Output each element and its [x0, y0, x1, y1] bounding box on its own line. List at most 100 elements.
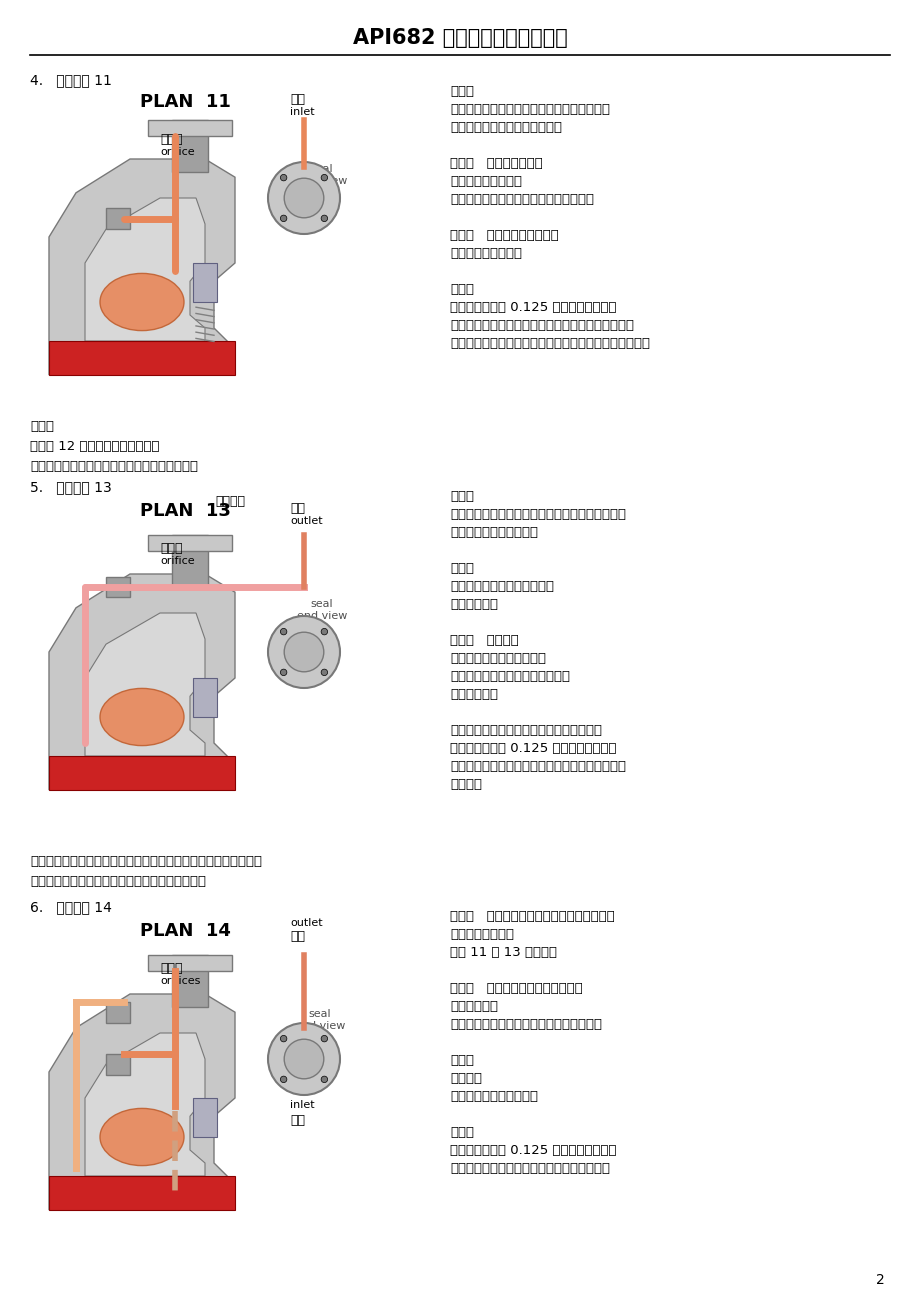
- FancyBboxPatch shape: [172, 120, 208, 172]
- Text: 密封腔除热，: 密封腔除热，: [449, 1000, 497, 1013]
- Ellipse shape: [100, 689, 184, 746]
- Text: 管接头: 管接头: [160, 962, 182, 975]
- FancyBboxPatch shape: [193, 1098, 217, 1137]
- Text: 违反单端面机械密封冲洗方案。: 违反单端面机械密封冲洗方案。: [449, 121, 562, 134]
- Circle shape: [280, 629, 287, 635]
- FancyBboxPatch shape: [106, 1053, 130, 1074]
- Text: API682 标准机械密封冲洗方案: API682 标准机械密封冲洗方案: [352, 29, 567, 48]
- Circle shape: [280, 669, 287, 676]
- Circle shape: [321, 215, 327, 221]
- Ellipse shape: [100, 273, 184, 331]
- Text: 立式泵，: 立式泵，: [449, 1072, 482, 1085]
- Text: orifices: orifices: [160, 976, 200, 986]
- FancyBboxPatch shape: [148, 120, 232, 135]
- Circle shape: [267, 1023, 340, 1095]
- Circle shape: [284, 178, 323, 217]
- Text: 出口: 出口: [289, 930, 305, 943]
- Text: 管路在 12 点的位置冲洗机封面，: 管路在 12 点的位置冲洗机封面，: [30, 440, 159, 453]
- Text: 增加密封腔的压力和流体汽化的临界空间。: 增加密封腔的压力和流体汽化的临界空间。: [449, 1018, 601, 1031]
- Text: 进口: 进口: [289, 92, 305, 105]
- Text: 方案：: 方案：: [449, 85, 473, 98]
- Circle shape: [280, 215, 287, 221]
- FancyBboxPatch shape: [172, 954, 208, 1006]
- Circle shape: [280, 1077, 287, 1082]
- FancyBboxPatch shape: [106, 577, 130, 598]
- Text: 板尺寸，: 板尺寸，: [449, 779, 482, 792]
- Text: 原因：: 原因：: [449, 562, 473, 575]
- Circle shape: [321, 669, 327, 676]
- Circle shape: [321, 174, 327, 181]
- Text: orifice: orifice: [160, 556, 195, 566]
- Text: 密封腔除热。: 密封腔除热。: [449, 598, 497, 611]
- Text: 清洁、非聚合流体。: 清洁、非聚合流体。: [449, 247, 521, 260]
- Text: 出口: 出口: [289, 503, 305, 516]
- Text: 场合：: 场合：: [449, 1055, 473, 1068]
- Text: 使用孔径最小为 0.125 英寸的限流孔板，: 使用孔径最小为 0.125 英寸的限流孔板，: [449, 301, 616, 314]
- Text: 维护：启动立式泵之前，弯好排气口管路，: 维护：启动立式泵之前，弯好排气口管路，: [449, 724, 601, 737]
- Text: 典型故障，限流孔板堵塞，检查管子末端的温度。: 典型故障，限流孔板堵塞，检查管子末端的温度。: [30, 875, 206, 888]
- Text: 通过合适的限流孔板和喉部衬套尺寸来确定增加沸点临界: 通过合适的限流孔板和喉部衬套尺寸来确定增加沸点临界: [449, 337, 650, 350]
- Text: 卧式密封腔的排气，: 卧式密封腔的排气，: [449, 174, 521, 187]
- Text: seal
end view: seal end view: [297, 164, 346, 186]
- Polygon shape: [49, 341, 234, 375]
- Polygon shape: [85, 198, 205, 341]
- Text: 原因：   密封腔的冷却，: 原因： 密封腔的冷却，: [449, 158, 542, 171]
- Polygon shape: [49, 1176, 234, 1210]
- Text: 方案 11 和 13 的结合。: 方案 11 和 13 的结合。: [449, 947, 556, 960]
- Circle shape: [321, 629, 327, 635]
- Text: outlet: outlet: [289, 918, 323, 928]
- Text: 4.   冲洗方案 11: 4. 冲洗方案 11: [30, 73, 112, 87]
- Text: outlet: outlet: [289, 516, 323, 526]
- Text: 增加密封腔的压力和流体汽化临界空间。: 增加密封腔的压力和流体汽化临界空间。: [449, 193, 594, 206]
- Circle shape: [284, 1039, 323, 1079]
- Text: 计算流量以确定使机封腔流量足够的限流孔板尺寸，: 计算流量以确定使机封腔流量足够的限流孔板尺寸，: [449, 319, 633, 332]
- FancyBboxPatch shape: [193, 678, 217, 717]
- Text: 流孔板的泵进口，: 流孔板的泵进口，: [449, 928, 514, 941]
- Ellipse shape: [100, 1108, 184, 1165]
- Circle shape: [280, 1035, 287, 1042]
- Circle shape: [321, 1035, 327, 1042]
- Polygon shape: [49, 159, 234, 375]
- Circle shape: [284, 633, 323, 672]
- Text: 密封腔压力大于进口压力，: 密封腔压力大于进口压力，: [449, 652, 545, 665]
- Text: inlet: inlet: [289, 107, 314, 117]
- Text: PLAN  14: PLAN 14: [140, 922, 231, 940]
- FancyBboxPatch shape: [106, 1001, 130, 1022]
- Text: 方案：   从泵的出口冲洗机封，再循环到带限: 方案： 从泵的出口冲洗机封，再循环到带限: [449, 910, 614, 923]
- FancyBboxPatch shape: [106, 208, 130, 229]
- Circle shape: [267, 161, 340, 234]
- Polygon shape: [85, 613, 205, 756]
- Text: 场合：   通常用于清洁流体，: 场合： 通常用于清洁流体，: [449, 229, 558, 242]
- Text: seal
end view: seal end view: [294, 1009, 345, 1031]
- Text: 原因：   立式泵机封腔的连续排气，: 原因： 立式泵机封腔的连续排气，: [449, 982, 582, 995]
- Text: inlet: inlet: [289, 1100, 314, 1111]
- Text: 使用口径最小为 0.125 英寸的限流孔板，: 使用口径最小为 0.125 英寸的限流孔板，: [449, 1144, 616, 1157]
- Text: 2: 2: [875, 1273, 883, 1286]
- Text: 场合：   立式泵，: 场合： 立式泵，: [449, 634, 518, 647]
- Text: 计算流量，以确定使机械密封腔流量充足的限: 计算流量，以确定使机械密封腔流量充足的限: [449, 1161, 609, 1174]
- Text: 6.   冲洗方案 14: 6. 冲洗方案 14: [30, 900, 112, 914]
- Text: PLAN  13: PLAN 13: [140, 503, 231, 519]
- Text: 从密封腔，通过限流孔板到泵的进口的二次循环，: 从密封腔，通过限流孔板到泵的进口的二次循环，: [449, 508, 625, 521]
- Text: 常温、清洁非聚合流体。: 常温、清洁非聚合流体。: [449, 1090, 538, 1103]
- Circle shape: [321, 1077, 327, 1082]
- Circle shape: [267, 616, 340, 687]
- Text: 方案：: 方案：: [449, 490, 473, 503]
- Text: 典型故障，限流孔板堵塞，检查管子末端温度。: 典型故障，限流孔板堵塞，检查管子末端温度。: [30, 460, 198, 473]
- Text: 非聚合流体。: 非聚合流体。: [449, 687, 497, 700]
- Polygon shape: [49, 574, 234, 790]
- Text: orifice: orifice: [160, 147, 195, 158]
- Text: 管接头: 管接头: [160, 133, 182, 146]
- Text: seal
end view: seal end view: [297, 599, 346, 621]
- Text: 使用口径最小为 0.125 英寸的限流孔板，: 使用口径最小为 0.125 英寸的限流孔板，: [449, 742, 616, 755]
- FancyBboxPatch shape: [193, 263, 217, 302]
- Polygon shape: [49, 756, 234, 790]
- Text: 机封端盖: 机封端盖: [215, 495, 244, 508]
- Text: 进口: 进口: [289, 1115, 305, 1128]
- Text: 通过合适的限流孔板和喉部衬套的尺寸的确定来减少密封腔压力，: 通过合适的限流孔板和喉部衬套的尺寸的确定来减少密封腔压力，: [30, 855, 262, 868]
- FancyBboxPatch shape: [148, 954, 232, 970]
- Circle shape: [280, 174, 287, 181]
- FancyBboxPatch shape: [148, 535, 232, 551]
- Text: 立式泵的标准冲洗方案。: 立式泵的标准冲洗方案。: [449, 526, 538, 539]
- Text: 管接头: 管接头: [160, 542, 182, 555]
